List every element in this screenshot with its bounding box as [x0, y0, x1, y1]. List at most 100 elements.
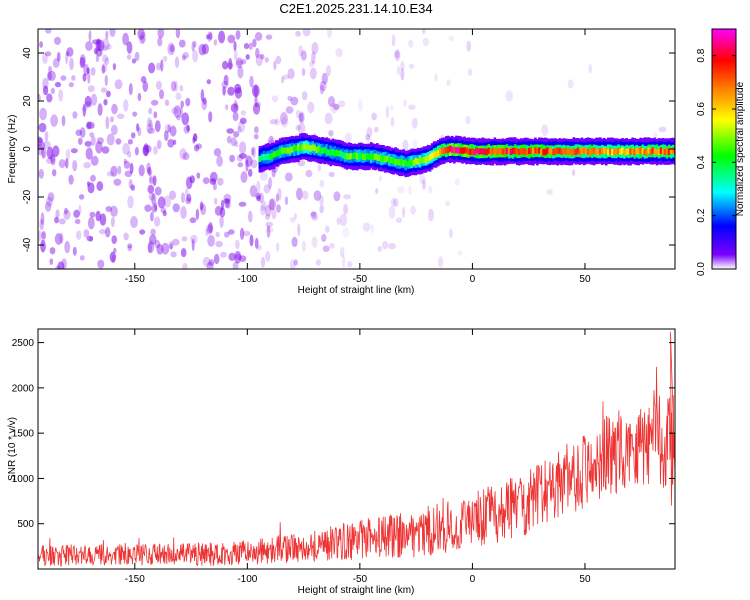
noise-blob — [154, 120, 161, 133]
noise-blob — [148, 119, 153, 129]
noise-blob — [230, 103, 239, 113]
noise-blob — [234, 250, 242, 264]
signal-cell — [588, 149, 592, 156]
noise-blob — [78, 194, 85, 200]
noise-blob — [123, 99, 129, 112]
noise-blob — [224, 231, 230, 238]
signal-cell — [317, 145, 320, 153]
noise-blob — [148, 62, 156, 74]
signal-cell — [307, 144, 310, 151]
signal-cell — [592, 147, 596, 154]
noise-blob — [180, 248, 187, 258]
signal-cell — [291, 146, 294, 153]
noise-blob — [248, 168, 253, 177]
noise-blob — [305, 169, 313, 178]
noise-blob — [226, 135, 232, 144]
noise-blob — [245, 159, 249, 172]
y-tick-label: 1500 — [12, 429, 35, 440]
noise-blob — [339, 213, 348, 227]
noise-blob — [130, 132, 136, 139]
noise-blob — [235, 60, 244, 66]
noise-blob — [263, 184, 271, 194]
noise-blob — [105, 116, 110, 130]
noise-blob — [137, 29, 145, 40]
noise-blob — [216, 155, 223, 167]
signal-cell — [526, 149, 529, 156]
noise-blob — [75, 129, 82, 136]
signal-cell — [633, 149, 636, 156]
signal-cell — [323, 146, 326, 153]
noise-blob — [59, 232, 64, 244]
signal-cell — [562, 148, 566, 155]
noise-blob — [103, 99, 108, 106]
noise-blob — [96, 137, 104, 145]
noise-blob — [54, 81, 62, 88]
noise-blob — [39, 41, 43, 48]
noise-blob — [77, 137, 83, 145]
noise-blob — [98, 229, 107, 235]
noise-blob — [149, 170, 153, 184]
signal-cell — [643, 149, 647, 156]
colorbar-frame — [711, 28, 737, 270]
noise-blob — [179, 106, 183, 118]
noise-blob — [214, 205, 223, 216]
noise-blob — [109, 251, 117, 263]
signal-cell — [315, 146, 318, 154]
noise-blob — [186, 124, 190, 132]
signal-cell — [311, 144, 314, 151]
signal-cell — [627, 148, 630, 155]
signal-cell — [357, 153, 361, 161]
noise-blob — [105, 227, 111, 238]
noise-blob — [466, 40, 472, 52]
noise-blob — [390, 197, 397, 207]
signal-cell — [617, 148, 620, 155]
signal-cell — [461, 147, 464, 154]
noise-blob — [84, 95, 92, 107]
noise-blob — [164, 130, 169, 141]
signal-cell — [337, 150, 341, 157]
noise-blob — [134, 146, 139, 156]
noise-blob — [311, 42, 319, 55]
noise-blob — [85, 121, 92, 130]
noise-blob — [90, 174, 96, 182]
noise-blob — [239, 255, 247, 262]
noise-blob — [249, 185, 257, 198]
noise-blob — [328, 171, 335, 178]
signal-cell — [505, 147, 509, 155]
noise-blob — [148, 176, 155, 185]
signal-cell — [284, 147, 288, 154]
noise-blob — [72, 246, 77, 256]
noise-blob — [378, 175, 383, 182]
signal-cell — [268, 153, 272, 161]
noise-blob — [307, 101, 315, 114]
noise-blob — [46, 146, 54, 160]
noise-blob — [223, 198, 231, 205]
noise-blob — [336, 217, 341, 226]
noise-blob — [298, 45, 303, 57]
noise-blob — [139, 229, 146, 235]
noise-blob — [142, 145, 149, 156]
noise-blob — [44, 131, 49, 142]
noise-blob — [162, 55, 168, 62]
noise-blob — [156, 139, 162, 150]
noise-blob — [233, 41, 237, 51]
signal-cell — [418, 156, 422, 163]
noise-blob — [154, 202, 158, 211]
signal-cell — [560, 148, 563, 156]
noise-blob — [140, 31, 146, 44]
noise-blob — [245, 156, 253, 166]
noise-blob — [110, 124, 118, 136]
noise-blob — [150, 211, 154, 222]
noise-blob — [209, 178, 217, 185]
signal-cell — [451, 146, 454, 153]
noise-blob — [208, 111, 213, 123]
noise-blob — [174, 56, 180, 68]
noise-blob — [83, 229, 90, 238]
noise-blob — [206, 79, 211, 85]
noise-blob — [311, 215, 319, 222]
noise-blob — [190, 234, 198, 244]
noise-blob — [174, 80, 178, 92]
noise-blob — [90, 155, 99, 167]
noise-blob — [275, 193, 279, 203]
noise-blob — [228, 252, 236, 261]
